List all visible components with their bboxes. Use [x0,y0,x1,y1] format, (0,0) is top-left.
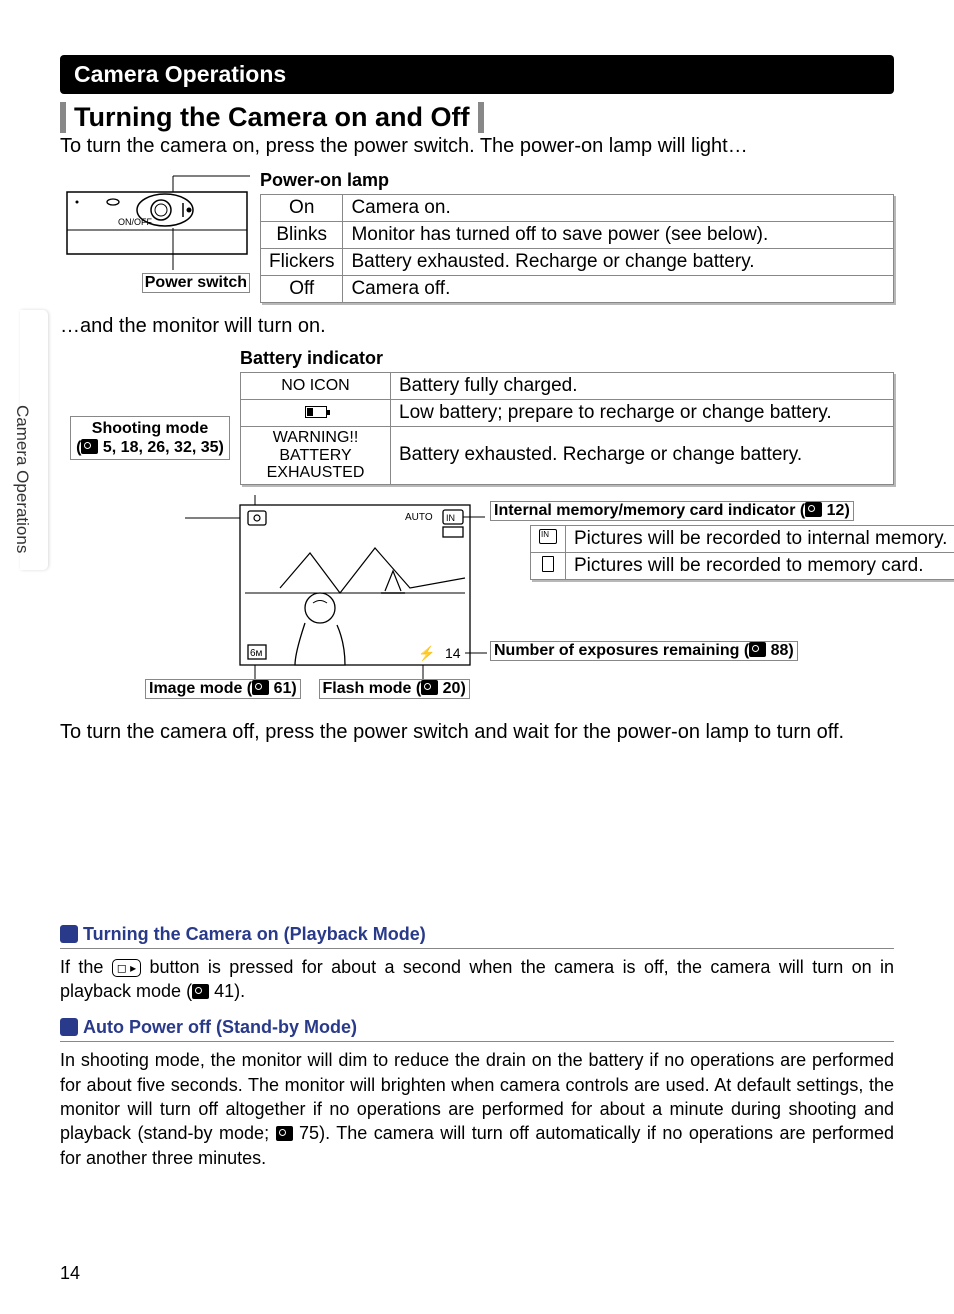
playback-button-icon: ◻ ▸ [112,959,141,977]
page-ref-icon [276,1126,293,1141]
internal-memory-icon [539,529,557,544]
table-row: WARNING!! BATTERY EXHAUSTEDBattery exhau… [241,427,894,485]
note-playback-body: If the ◻ ▸ button is pressed for about a… [60,955,894,1004]
page-ref-icon [192,984,209,999]
exposures-value: 14 [445,645,461,661]
intro-text: To turn the camera on, press the power s… [60,135,894,158]
battery-indicator-title: Battery indicator [240,348,894,369]
page-ref-icon [805,502,822,517]
divider [60,948,894,949]
table-row: FlickersBattery exhausted. Recharge or c… [261,249,894,276]
svg-text:IN: IN [446,513,455,523]
svg-text:AUTO: AUTO [405,512,433,523]
note-autopower-title: Auto Power off (Stand-by Mode) [60,1017,894,1038]
image-mode-label: Image mode ( 61) [145,679,301,699]
power-switch-label: Power switch [142,273,250,293]
page-ref-icon [81,439,98,454]
turn-off-paragraph: To turn the camera off, press the power … [60,721,894,744]
battery-indicator-table: NO ICONBattery fully charged. Low batter… [240,372,894,485]
side-section-label: Camera Operations [12,405,32,553]
on-off-text: ON/OFF [118,217,152,227]
exposures-remaining-label: Number of exposures remaining ( 88) [490,641,798,661]
page-ref-icon [252,680,269,695]
svg-text:6м: 6м [250,648,263,659]
table-row: Pictures will be recorded to internal me… [531,525,954,552]
shooting-mode-label: Shooting mode ( 5, 18, 26, 32, 35) [70,416,230,460]
note-autopower-body: In shooting mode, the monitor will dim t… [60,1048,894,1169]
memcard-indicator-label: Internal memory/memory card indicator ( … [490,501,854,521]
table-row: OffCamera off. [261,276,894,303]
table-row: NO ICONBattery fully charged. [241,373,894,400]
page-ref-icon [749,642,766,657]
note-playback-title: Turning the Camera on (Playback Mode) [60,924,894,945]
section-title-bar: Camera Operations [60,55,894,94]
battery-low-icon [305,406,327,418]
mid-text: …and the monitor will turn on. [60,315,894,338]
svg-text:⚡: ⚡ [418,645,435,662]
memory-card-icon [539,556,557,571]
page-ref-icon [421,680,438,695]
power-lamp-title: Power-on lamp [260,170,894,191]
table-row: Pictures will be recorded to memory card… [531,552,954,579]
table-row: BlinksMonitor has turned off to save pow… [261,222,894,249]
flash-mode-label: Flash mode ( 20) [319,679,470,699]
memcard-table: Pictures will be recorded to internal me… [530,525,954,580]
table-row: OnCamera on. [261,195,894,222]
subsection-heading: Turning the Camera on and Off [60,102,484,133]
divider [60,1041,894,1042]
table-row: Low battery; prepare to recharge or chan… [241,400,894,427]
camera-top-diagram: ON/OFF Power switch [65,170,250,293]
page-number: 14 [60,1263,80,1284]
power-lamp-table: OnCamera on. BlinksMonitor has turned of… [260,194,894,303]
